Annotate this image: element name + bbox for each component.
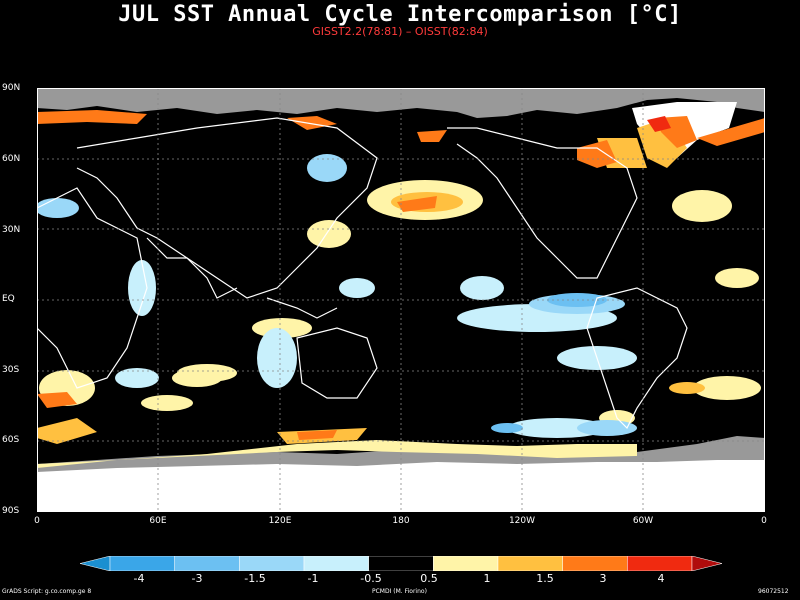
lat-label-60n: 60N bbox=[2, 154, 21, 164]
cool-patch bbox=[577, 420, 637, 436]
warm-patch bbox=[172, 369, 222, 387]
coastline-maritime-asia bbox=[266, 297, 338, 319]
warm-patch bbox=[669, 382, 705, 394]
warm-patch bbox=[141, 395, 193, 411]
warm-patch bbox=[577, 140, 617, 168]
lon-label-0-east: 0 bbox=[761, 516, 767, 526]
footer-script-credit: GrADS Script: g.co.comp.ge 8 bbox=[2, 588, 92, 595]
footer-institution: PCMDI (M. Fiorino) bbox=[372, 588, 427, 595]
cool-patch bbox=[128, 260, 156, 316]
coastline-arabia-india bbox=[146, 237, 238, 299]
coastline-eurasia bbox=[76, 117, 378, 299]
colorbar-swatch bbox=[303, 556, 369, 571]
colorbar bbox=[80, 556, 722, 571]
colorbar-swatch bbox=[174, 556, 240, 571]
colorbar-label: 1 bbox=[483, 572, 491, 585]
lon-label-60w: 60W bbox=[632, 516, 654, 526]
colorbar-max-arrow bbox=[691, 556, 722, 571]
chart-title: JUL SST Annual Cycle Intercomparison [°C… bbox=[118, 2, 682, 27]
lat-label-90n: 90N bbox=[2, 83, 21, 93]
colorbar-label: 1.5 bbox=[536, 572, 554, 585]
colorbar-label: 3 bbox=[599, 572, 607, 585]
cool-patch bbox=[339, 278, 375, 298]
colorbar-label: 0.5 bbox=[420, 572, 438, 585]
warm-patch bbox=[647, 116, 671, 132]
colorbar-label: -1.5 bbox=[244, 572, 266, 585]
colorbar-label: 4 bbox=[657, 572, 665, 585]
warm-patch bbox=[697, 118, 765, 146]
warm-patch bbox=[37, 392, 77, 408]
map-gridlines bbox=[37, 88, 765, 512]
cool-patch bbox=[507, 418, 607, 438]
colorbar-swatch bbox=[433, 556, 499, 571]
colorbar-label: -0.5 bbox=[360, 572, 382, 585]
colorbar-swatch bbox=[368, 556, 434, 571]
cool-patch bbox=[257, 328, 297, 388]
lat-label-30s: 30S bbox=[2, 365, 20, 375]
colorbar-swatch bbox=[562, 556, 628, 571]
lon-label-0: 0 bbox=[34, 516, 40, 526]
warm-patch bbox=[672, 190, 732, 222]
chart-subtitle: GISST2.2(78:81) – OISST(82:84) bbox=[312, 25, 488, 38]
lon-label-180: 180 bbox=[392, 516, 410, 526]
lat-label-eq: EQ bbox=[2, 294, 15, 304]
lat-label-60s: 60S bbox=[2, 435, 20, 445]
moderate-warm-anomalies bbox=[37, 118, 705, 444]
lon-label-60e: 60E bbox=[149, 516, 167, 526]
map-border bbox=[37, 88, 765, 512]
coastline-south-america bbox=[586, 287, 688, 430]
colorbar-swatch bbox=[497, 556, 563, 571]
colorbar-swatch bbox=[239, 556, 305, 571]
cool-patch bbox=[460, 276, 504, 300]
warm-patch bbox=[397, 196, 437, 212]
coastline-north-america bbox=[447, 127, 638, 279]
warm-patch bbox=[715, 268, 759, 288]
warm-patch bbox=[417, 130, 447, 142]
lon-label-120e: 120E bbox=[268, 516, 292, 526]
antarctica-ice bbox=[37, 460, 765, 512]
colorbar-label: -3 bbox=[191, 572, 203, 585]
sst-difference-map bbox=[37, 88, 765, 512]
warm-patch bbox=[693, 376, 761, 400]
cool-patch bbox=[37, 198, 79, 218]
warm-patch bbox=[297, 430, 337, 440]
warm-patch bbox=[37, 110, 147, 124]
colorbar-label: -1 bbox=[307, 572, 319, 585]
lat-label-90s: 90S bbox=[2, 506, 20, 516]
warm-patch bbox=[307, 220, 351, 248]
warm-patch bbox=[37, 418, 97, 444]
very-strong-warm-anomalies bbox=[647, 116, 671, 132]
footer-date-stamp: 96072512 bbox=[758, 588, 789, 595]
lat-label-30n: 30N bbox=[2, 225, 21, 235]
cool-patch bbox=[115, 368, 159, 388]
coastline-australia bbox=[296, 327, 378, 399]
colorbar-label: -4 bbox=[133, 572, 145, 585]
warm-patch bbox=[37, 440, 637, 468]
colorbar-swatch bbox=[627, 556, 693, 571]
colorbar-swatch bbox=[109, 556, 175, 571]
coastline-africa bbox=[37, 187, 148, 389]
cool-patch bbox=[491, 423, 523, 433]
colorbar-min-arrow bbox=[80, 556, 111, 571]
strong-warm-anomalies bbox=[37, 110, 765, 440]
cool-patch bbox=[307, 154, 347, 182]
coastlines bbox=[37, 117, 688, 430]
lon-label-120w: 120W bbox=[508, 516, 536, 526]
